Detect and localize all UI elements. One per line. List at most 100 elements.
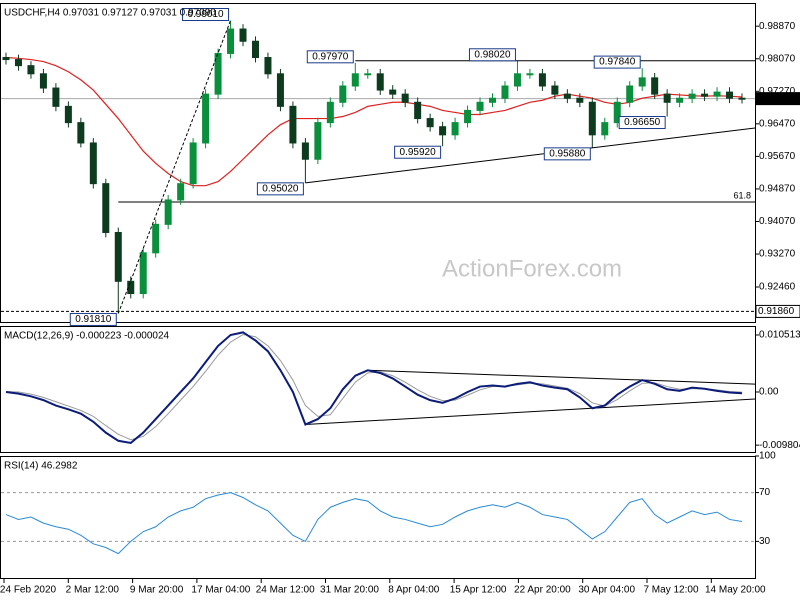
y-tick-label: 0.93270 [759,249,796,260]
candle-body [563,93,571,99]
candle-body [189,142,197,185]
candle-body [426,118,434,128]
candle-body [364,73,372,76]
y-tick-label: 0.92460 [759,282,796,293]
x-tick-label: 9 Mar 20:00 [130,585,184,596]
pane-border [0,3,756,323]
pane-border [0,326,756,453]
x-tick-label: 14 May 20:00 [705,585,766,596]
candle-body [27,65,35,75]
candle-body [202,93,210,144]
line [5,492,743,555]
candle-body [2,57,10,61]
candle-body [64,105,72,124]
candle-body [601,122,609,136]
candle-body [301,142,309,160]
price-annotation [256,182,304,196]
axis-box [755,304,800,318]
price-annotation-label: 0.95880 [549,148,586,159]
candle-body [726,91,734,99]
price-annotation [306,50,354,64]
macd-trendline [305,398,756,426]
candle-body [314,122,322,160]
candle-body [127,280,135,295]
candle-body [713,91,721,97]
support-line [305,127,756,184]
pane-title: MACD(12,26,9) -0.000223 -0.000024 [4,331,170,342]
candle-body [177,183,185,201]
rally-line [117,20,232,314]
candle-body [676,97,684,103]
candle-body [538,73,546,87]
candle-body [451,122,459,136]
candle-body [77,122,85,144]
candle-body [738,97,746,100]
candle-body [476,101,484,111]
price-annotation-label: 0.97970 [312,51,349,62]
candle-body [626,85,634,103]
watermark: ActionForex.com [442,255,622,282]
candle-body [401,93,409,103]
candle-body [663,93,671,103]
candle-body [389,89,397,95]
price-annotation [182,7,230,21]
candle-body [613,101,621,124]
price-annotation-label: 0.96650 [624,117,661,128]
price-annotation [69,312,117,326]
candle-body [14,59,22,67]
y-tick-label: 0.98870 [759,21,796,32]
axis-box [755,92,800,106]
y-tick-label: 0.010513 [759,330,800,341]
axis-box-label: 0.91860 [758,306,795,317]
pane-title: USDCHF,H4 0.97031 0.97127 0.97031 0.9709… [4,8,216,19]
x-tick-label: 30 Apr 04:00 [578,585,635,596]
pane-title: RSI(14) 46.2982 [4,461,78,472]
candle-body [289,105,297,144]
price-annotation [618,116,666,130]
candle-body [588,101,596,136]
pane-border [0,456,756,579]
candle-body [376,73,384,91]
candle-body [489,97,497,103]
axis-box-label: 0.97090 [758,93,795,104]
candle-body [326,101,334,124]
candle-body [688,93,696,99]
candle-body [464,109,472,124]
candle-body [638,77,646,87]
candle-body [439,126,447,136]
candle-body [102,183,110,233]
candle-body [264,57,272,75]
candle-body [52,87,60,107]
fib-label: 61.8 [733,190,751,200]
x-tick-label: 17 Mar 04:00 [191,585,250,596]
y-tick-label: 30 [759,536,771,547]
candle-body [501,85,509,99]
candle-body [139,252,147,295]
candle-body [351,73,359,87]
y-tick-label: 0.98070 [759,53,796,64]
price-annotation [394,145,442,159]
price-annotation-label: 0.95020 [262,183,299,194]
price-annotation-label: 0.97840 [599,57,636,68]
x-tick-label: 24 Feb 2020 [0,585,57,596]
x-tick-label: 24 Mar 12:00 [256,585,315,596]
candle-body [227,28,235,54]
x-tick-label: 15 Apr 12:00 [450,585,507,596]
price-annotation [593,55,641,69]
y-tick-label: 0.00 [759,387,779,398]
candle-body [701,93,709,97]
line [5,331,743,445]
candle-body [576,97,584,103]
candle-body [114,231,122,282]
x-tick-label: 31 Mar 20:00 [320,585,379,596]
y-tick-label: 0.94870 [759,184,796,195]
candle-body [526,73,534,76]
macd-trendline [367,369,756,385]
price-annotation-label: 0.99010 [187,9,224,20]
price-annotation [468,48,516,62]
candle-body [651,77,659,95]
candle-body [551,85,559,95]
candle-body [214,52,222,95]
